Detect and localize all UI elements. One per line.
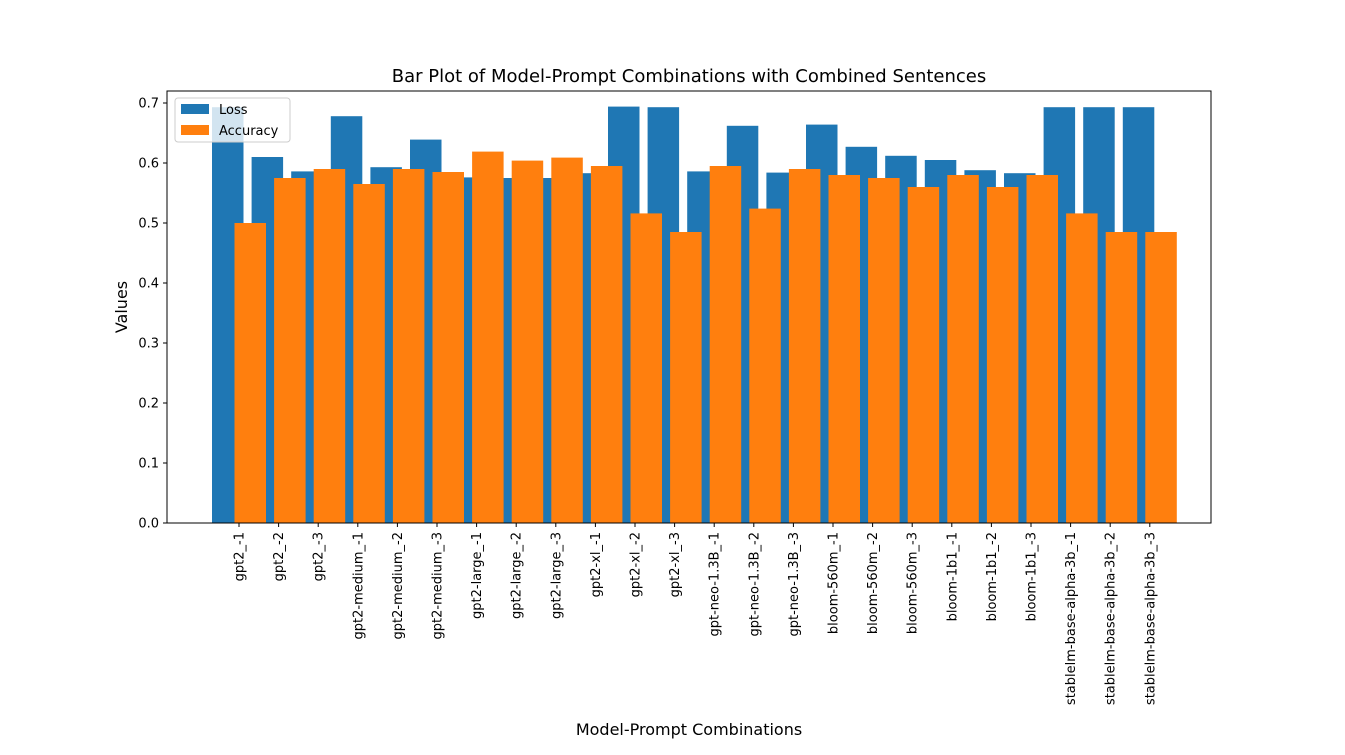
x-tick-label-10: gpt2-xl_-2 <box>629 532 644 597</box>
legend: Loss Accuracy <box>174 97 291 143</box>
bar-accuracy-7 <box>511 160 544 523</box>
bars-layer <box>212 106 1177 524</box>
x-tick-label-19: bloom-1b1_-2 <box>985 532 1000 621</box>
y-tick-label-7: 0.7 <box>138 97 159 112</box>
legend-label-loss: Loss <box>219 103 248 118</box>
x-tick-label-12: gpt-neo-1.3B_-1 <box>708 532 723 636</box>
x-axis: gpt2_-1 gpt2_-2 gpt2_-3 gpt2-medium_-1 gpt2-… <box>233 523 1158 705</box>
bar-accuracy-11 <box>670 232 702 523</box>
y-tick-label-1: 0.1 <box>138 457 159 472</box>
bar-accuracy-14 <box>788 169 821 523</box>
x-tick-label-20: bloom-1b1_-3 <box>1025 532 1040 621</box>
bar-accuracy-0 <box>234 223 266 523</box>
legend-swatch-accuracy <box>181 125 209 135</box>
y-tick-label-4: 0.4 <box>138 277 159 292</box>
x-tick-label-7: gpt2-large_-2 <box>510 532 525 619</box>
bar-accuracy-15 <box>828 175 860 523</box>
bar-accuracy-8 <box>551 157 583 523</box>
bar-accuracy-12 <box>709 166 742 523</box>
legend-swatch-loss <box>181 104 209 114</box>
bar-accuracy-17 <box>907 187 940 523</box>
legend-label-accuracy: Accuracy <box>219 124 279 139</box>
bar-accuracy-22 <box>1105 232 1138 523</box>
bar-accuracy-2 <box>313 169 346 523</box>
x-tick-label-11: gpt2-xl_-3 <box>668 532 683 597</box>
chart-title: Bar Plot of Model-Prompt Combinations wi… <box>392 66 987 87</box>
x-tick-label-23: stablelm-base-alpha-3b_-3 <box>1143 532 1158 705</box>
x-tick-label-13: gpt-neo-1.3B_-2 <box>747 532 762 636</box>
bar-accuracy-19 <box>986 187 1019 523</box>
bar-accuracy-13 <box>749 208 781 523</box>
x-axis-title: Model-Prompt Combinations <box>576 720 802 739</box>
y-axis-title: Values <box>112 281 131 333</box>
y-axis: 0.0 0.1 0.2 0.3 0.4 0.5 0.6 0.7 <box>138 97 167 532</box>
x-tick-label-3: gpt2-medium_-1 <box>351 532 366 639</box>
y-tick-label-3: 0.3 <box>138 337 159 352</box>
y-tick-label-0: 0.0 <box>138 517 159 532</box>
y-tick-label-2: 0.2 <box>138 397 159 412</box>
x-tick-label-5: gpt2-medium_-3 <box>431 532 446 639</box>
bar-accuracy-4 <box>392 169 425 523</box>
x-tick-label-0: gpt2_-1 <box>233 532 248 581</box>
x-tick-label-9: gpt2-xl_-1 <box>589 532 604 597</box>
y-tick-label-5: 0.5 <box>138 217 159 232</box>
y-tick-label-6: 0.6 <box>138 157 159 172</box>
x-tick-label-4: gpt2-medium_-2 <box>391 532 406 639</box>
bar-accuracy-21 <box>1066 213 1098 523</box>
x-tick-label-15: bloom-560m_-1 <box>827 532 842 634</box>
bar-accuracy-23 <box>1145 232 1177 523</box>
x-tick-label-2: gpt2_-3 <box>312 532 327 581</box>
x-tick-label-14: gpt-neo-1.3B_-3 <box>787 532 802 636</box>
x-tick-label-16: bloom-560m_-2 <box>866 532 881 634</box>
x-tick-label-1: gpt2_-2 <box>272 532 287 581</box>
x-tick-label-6: gpt2-large_-1 <box>470 532 485 619</box>
x-tick-label-8: gpt2-large_-3 <box>549 532 564 619</box>
x-tick-label-18: bloom-1b1_-1 <box>945 532 960 621</box>
x-tick-label-22: stablelm-base-alpha-3b_-2 <box>1104 532 1119 705</box>
bar-accuracy-9 <box>590 166 623 523</box>
bar-accuracy-1 <box>274 178 306 523</box>
bar-accuracy-6 <box>472 151 504 523</box>
plot-frame <box>166 90 1212 524</box>
x-tick-label-21: stablelm-base-alpha-3b_-1 <box>1064 532 1079 705</box>
bar-accuracy-3 <box>353 184 385 523</box>
x-tick-label-17: bloom-560m_-3 <box>906 532 921 634</box>
bar-accuracy-18 <box>947 175 979 523</box>
bar-accuracy-5 <box>432 172 464 523</box>
bar-accuracy-10 <box>630 213 662 523</box>
bar-accuracy-16 <box>868 178 900 523</box>
bar-accuracy-20 <box>1026 175 1058 523</box>
